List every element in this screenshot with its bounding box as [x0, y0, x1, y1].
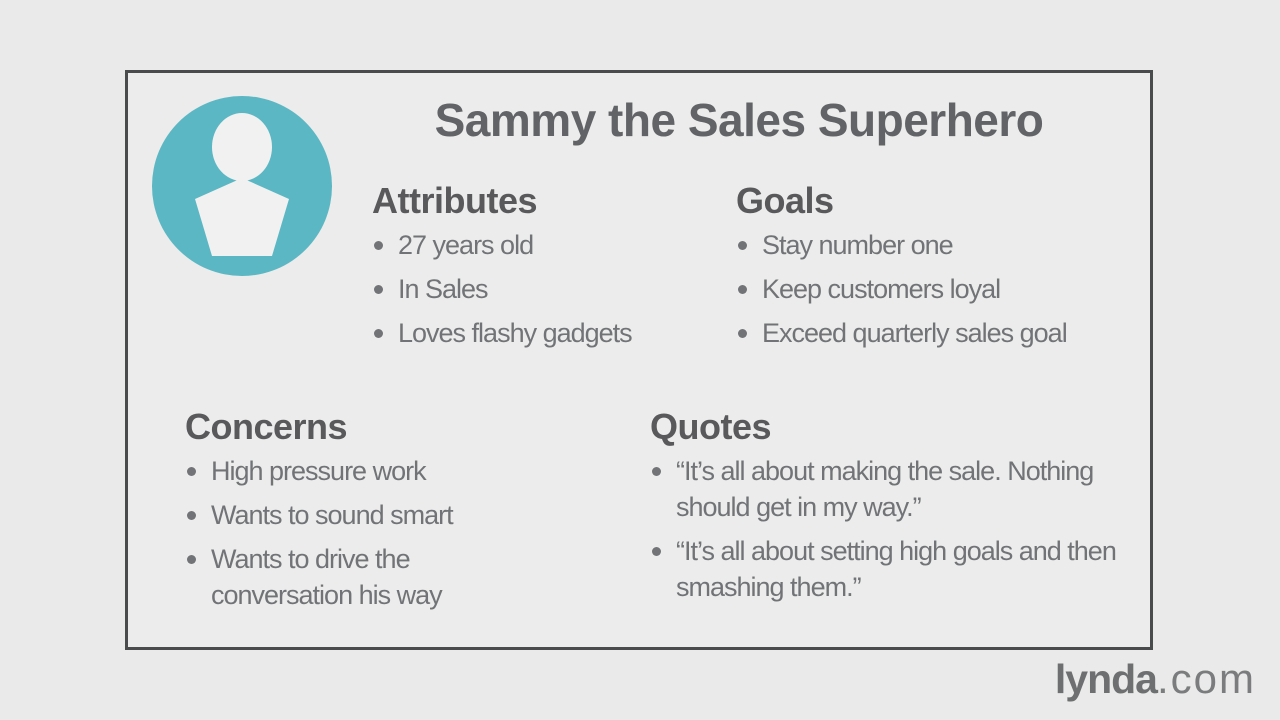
concerns-list: High pressure work Wants to sound smart … — [185, 453, 515, 613]
list-item: “It’s all about setting high goals and t… — [650, 533, 1150, 605]
goals-list: Stay number one Keep customers loyal Exc… — [736, 227, 1150, 351]
list-item: Wants to drive the conversation his way — [185, 541, 515, 613]
list-item: “It’s all about making the sale. Nothing… — [650, 453, 1150, 525]
list-item: Exceed quarterly sales goal — [736, 315, 1150, 351]
goals-heading: Goals — [736, 180, 834, 221]
section-quotes: Quotes “It’s all about making the sale. … — [650, 407, 1150, 613]
avatar-head — [212, 113, 272, 181]
attributes-list: 27 years old In Sales Loves flashy gadge… — [372, 227, 722, 351]
avatar-torso — [195, 178, 289, 256]
section-attributes: Attributes 27 years old In Sales Loves f… — [372, 181, 722, 359]
section-goals: Goals Stay number one Keep customers loy… — [736, 181, 1150, 359]
lynda-logo: lynda.com — [1055, 655, 1256, 703]
lynda-logo-wordmark: lynda — [1054, 656, 1158, 702]
list-item: Wants to sound smart — [185, 497, 515, 533]
list-item: Keep customers loyal — [736, 271, 1150, 307]
persona-card: Sammy the Sales Superhero Attributes 27 … — [125, 70, 1153, 650]
list-item: In Sales — [372, 271, 722, 307]
list-item: Loves flashy gadgets — [372, 315, 722, 351]
list-item: High pressure work — [185, 453, 515, 489]
quotes-heading: Quotes — [650, 406, 772, 447]
quotes-list: “It’s all about making the sale. Nothing… — [650, 453, 1150, 605]
attributes-heading: Attributes — [372, 180, 538, 221]
concerns-heading: Concerns — [185, 406, 348, 447]
person-avatar-icon — [152, 96, 332, 276]
lynda-logo-suffix: .com — [1156, 655, 1256, 702]
persona-title: Sammy the Sales Superhero — [434, 94, 1044, 146]
list-item: 27 years old — [372, 227, 722, 263]
list-item: Stay number one — [736, 227, 1150, 263]
section-concerns: Concerns High pressure work Wants to sou… — [185, 407, 515, 621]
